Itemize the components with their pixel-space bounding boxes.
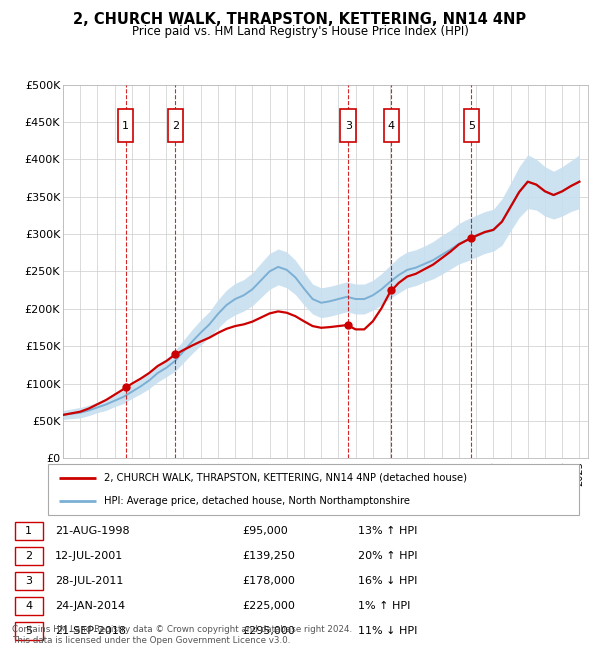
Text: 12-JUL-2001: 12-JUL-2001 — [55, 551, 124, 561]
Text: 11% ↓ HPI: 11% ↓ HPI — [358, 626, 417, 636]
Bar — [15, 597, 43, 615]
Text: HPI: Average price, detached house, North Northamptonshire: HPI: Average price, detached house, Nort… — [104, 496, 410, 506]
Text: 21-AUG-1998: 21-AUG-1998 — [55, 526, 130, 536]
Text: Contains HM Land Registry data © Crown copyright and database right 2024.
This d: Contains HM Land Registry data © Crown c… — [12, 625, 352, 645]
Text: £139,250: £139,250 — [242, 551, 295, 561]
Text: 5: 5 — [468, 121, 475, 131]
Text: 1: 1 — [122, 121, 129, 131]
Text: £95,000: £95,000 — [242, 526, 288, 536]
Text: 16% ↓ HPI: 16% ↓ HPI — [358, 576, 417, 586]
Text: 20% ↑ HPI: 20% ↑ HPI — [358, 551, 417, 561]
Text: 1% ↑ HPI: 1% ↑ HPI — [358, 601, 410, 611]
Text: 24-JAN-2014: 24-JAN-2014 — [55, 601, 125, 611]
Text: 13% ↑ HPI: 13% ↑ HPI — [358, 526, 417, 536]
Text: 28-JUL-2011: 28-JUL-2011 — [55, 576, 124, 586]
Bar — [15, 547, 43, 565]
Bar — [15, 622, 43, 640]
Bar — [340, 109, 356, 142]
Text: 2: 2 — [172, 121, 179, 131]
Text: 3: 3 — [25, 576, 32, 586]
Text: 2: 2 — [25, 551, 32, 561]
Text: £178,000: £178,000 — [242, 576, 295, 586]
Bar — [383, 109, 399, 142]
Bar — [15, 573, 43, 590]
Text: 1: 1 — [25, 526, 32, 536]
Bar — [167, 109, 183, 142]
Text: 4: 4 — [25, 601, 32, 611]
Text: 2, CHURCH WALK, THRAPSTON, KETTERING, NN14 4NP (detached house): 2, CHURCH WALK, THRAPSTON, KETTERING, NN… — [104, 473, 467, 483]
Bar — [118, 109, 133, 142]
Text: £225,000: £225,000 — [242, 601, 295, 611]
Text: 5: 5 — [25, 626, 32, 636]
Bar — [15, 523, 43, 540]
Text: £295,000: £295,000 — [242, 626, 295, 636]
Text: 21-SEP-2018: 21-SEP-2018 — [55, 626, 126, 636]
Text: 3: 3 — [345, 121, 352, 131]
Text: 2, CHURCH WALK, THRAPSTON, KETTERING, NN14 4NP: 2, CHURCH WALK, THRAPSTON, KETTERING, NN… — [73, 12, 527, 27]
Text: Price paid vs. HM Land Registry's House Price Index (HPI): Price paid vs. HM Land Registry's House … — [131, 25, 469, 38]
Bar — [464, 109, 479, 142]
Text: 4: 4 — [388, 121, 395, 131]
